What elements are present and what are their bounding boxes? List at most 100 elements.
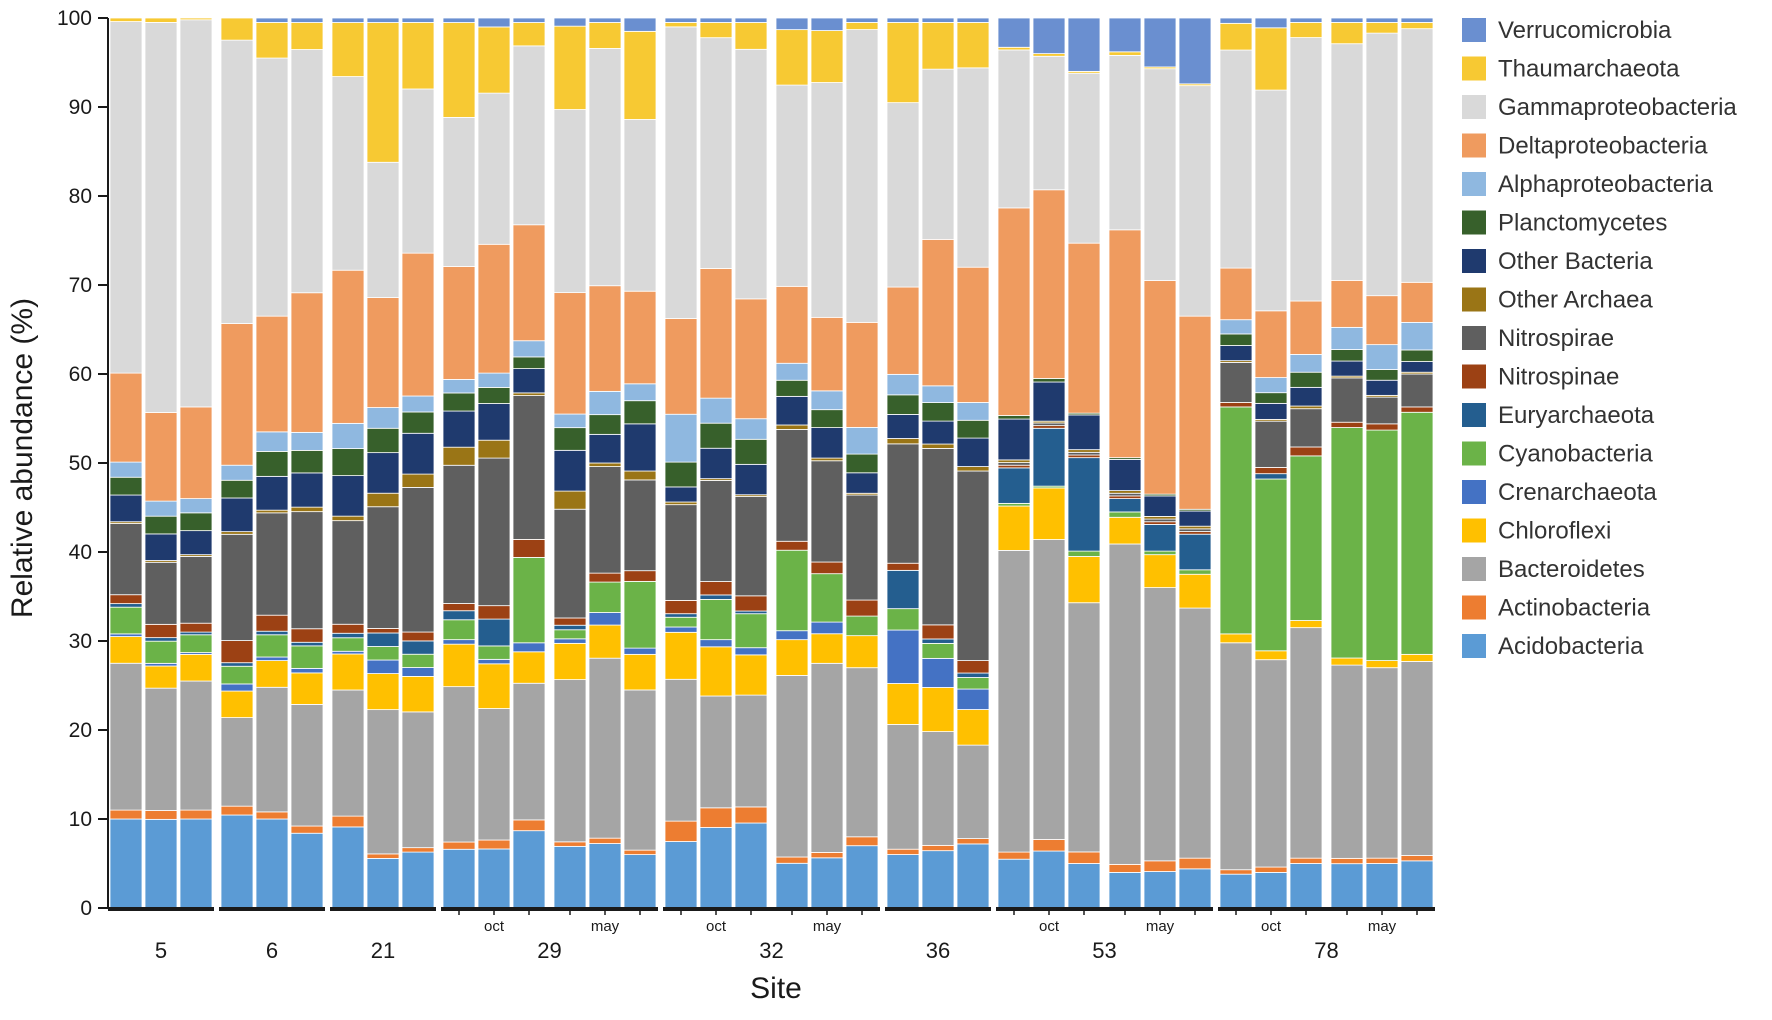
bar-segment-other-archaea bbox=[290, 506, 324, 513]
bar-segment-nitrospinae bbox=[366, 628, 400, 634]
bar-segment-verrucomicrobia bbox=[1365, 17, 1399, 23]
legend-item: Crenarchaeota bbox=[1462, 479, 1657, 506]
bar-segment-deltaproteobacteria bbox=[553, 292, 587, 415]
bar-segment-verrucomicrobia bbox=[845, 17, 879, 23]
bar-segment-chloroflexi bbox=[699, 646, 733, 697]
bar-segment-actinobacteria bbox=[553, 841, 587, 847]
bar-segment-deltaproteobacteria bbox=[1365, 295, 1399, 346]
bar-segment-gammaproteobacteria bbox=[956, 67, 990, 268]
bar-segment-other-bacteria bbox=[477, 403, 511, 441]
bar-segment-actinobacteria bbox=[997, 851, 1031, 860]
y-tick-label: 30 bbox=[69, 630, 92, 653]
legend-swatch bbox=[1462, 364, 1486, 389]
bar-segment-verrucomicrobia bbox=[734, 17, 768, 23]
bar-segment-other-archaea bbox=[553, 490, 587, 510]
bar-segment-planctomycetes bbox=[956, 419, 990, 439]
bar-segment-alphaproteobacteria bbox=[664, 413, 698, 463]
bar-segment-nitrospirae bbox=[623, 479, 657, 572]
bar-segment-deltaproteobacteria bbox=[664, 318, 698, 415]
bar-segment-bacteroidetes bbox=[477, 708, 511, 841]
bar-segment-other-bacteria bbox=[220, 497, 254, 533]
bar-segment-nitrospirae bbox=[1067, 451, 1101, 456]
bar-segment-bacteroidetes bbox=[331, 689, 365, 817]
bar-segment-alphaproteobacteria bbox=[290, 431, 324, 451]
bar-segment-euryarchaeota bbox=[1108, 498, 1142, 513]
legend-item: Alphaproteobacteria bbox=[1462, 171, 1713, 198]
bar-segment-other-archaea bbox=[588, 462, 622, 467]
bar-segment-acidobacteria bbox=[699, 827, 733, 909]
bar-segment-cyanobacteria bbox=[775, 549, 809, 632]
bar-segment-alphaproteobacteria bbox=[1289, 354, 1323, 373]
bar-segment-actinobacteria bbox=[255, 811, 289, 820]
legend-label: Alphaproteobacteria bbox=[1498, 171, 1713, 198]
bar-segment-cyanobacteria bbox=[109, 606, 143, 635]
bar-segment-verrucomicrobia bbox=[921, 17, 955, 23]
bar-segment-verrucomicrobia bbox=[255, 17, 289, 23]
legend-swatch bbox=[1462, 557, 1486, 581]
bar-segment-cyanobacteria bbox=[331, 637, 365, 652]
bar-segment-acidobacteria bbox=[997, 858, 1031, 909]
bar-segment-other-archaea bbox=[477, 439, 511, 459]
bar-segment-acidobacteria bbox=[144, 818, 178, 909]
bar-segment-planctomycetes bbox=[179, 512, 213, 532]
bar-segment-planctomycetes bbox=[1400, 349, 1434, 362]
bar-segment-alphaproteobacteria bbox=[845, 426, 879, 455]
bar-segment-actinobacteria bbox=[290, 825, 324, 834]
bar-segment-chloroflexi bbox=[734, 654, 768, 696]
bar-segment-actinobacteria bbox=[1032, 839, 1066, 852]
y-tick-label: 70 bbox=[69, 274, 92, 297]
bar-segment-alphaproteobacteria bbox=[366, 407, 400, 429]
bar-segment-other-archaea bbox=[442, 446, 476, 466]
bar-segment-acidobacteria bbox=[664, 841, 698, 909]
bar-segment-alphaproteobacteria bbox=[588, 390, 622, 416]
month-label-may: may bbox=[591, 918, 620, 935]
bar-segment-other-bacteria bbox=[886, 414, 920, 439]
bar-segment-alphaproteobacteria bbox=[1330, 326, 1364, 350]
bar-segment-chloroflexi bbox=[220, 690, 254, 719]
bar-segment-other-bacteria bbox=[144, 533, 178, 561]
bar-segment-nitrospinae bbox=[1289, 446, 1323, 457]
bar-segment-actinobacteria bbox=[1219, 869, 1253, 875]
bar-segment-alphaproteobacteria bbox=[220, 464, 254, 481]
bar-segment-actinobacteria bbox=[179, 809, 213, 820]
bar-segment-chloroflexi bbox=[623, 653, 657, 691]
bar-segment-planctomycetes bbox=[290, 449, 324, 474]
legend-label: Chloroflexi bbox=[1498, 518, 1611, 545]
bar-segment-verrucomicrobia bbox=[1289, 17, 1323, 23]
bar-segment-planctomycetes bbox=[331, 448, 365, 477]
bar-segment-euryarchaeota bbox=[220, 662, 254, 667]
bar-segment-actinobacteria bbox=[1254, 866, 1288, 873]
bar-segment-deltaproteobacteria bbox=[290, 292, 324, 433]
legend-item: Bacteroidetes bbox=[1462, 556, 1645, 583]
bar-segment-nitrospirae bbox=[442, 464, 476, 604]
bar-segment-deltaproteobacteria bbox=[886, 286, 920, 375]
legend-item: Other Archaea bbox=[1462, 287, 1653, 314]
bar-segment-euryarchaeota bbox=[734, 610, 768, 615]
bar-segment-deltaproteobacteria bbox=[220, 323, 254, 466]
bar-segment-other-archaea bbox=[1067, 449, 1101, 453]
bar-segment-planctomycetes bbox=[442, 392, 476, 412]
bar-segment-cyanobacteria bbox=[1400, 411, 1434, 655]
y-tick-label: 20 bbox=[69, 719, 92, 742]
bar-segment-nitrospinae bbox=[144, 623, 178, 639]
bar-segment-actinobacteria bbox=[664, 820, 698, 842]
bar-segment-euryarchaeota bbox=[1178, 533, 1212, 571]
bar-segment-nitrospinae bbox=[775, 540, 809, 551]
bar-segment-crenarchaeota bbox=[810, 621, 844, 635]
bar-segment-actinobacteria bbox=[1289, 857, 1323, 864]
bar-segment-verrucomicrobia bbox=[366, 17, 400, 23]
bar-segment-other-bacteria bbox=[699, 447, 733, 480]
bar-segment-other-bacteria bbox=[1108, 459, 1142, 491]
bar-segment-verrucomicrobia bbox=[810, 17, 844, 31]
bar-segment-verrucomicrobia bbox=[477, 17, 511, 28]
bar-segment-verrucomicrobia bbox=[1178, 17, 1212, 85]
bar-segment-deltaproteobacteria bbox=[997, 207, 1031, 416]
bar-segment-alphaproteobacteria bbox=[144, 500, 178, 517]
bar-segment-cyanobacteria bbox=[1178, 569, 1212, 575]
bar-segment-chloroflexi bbox=[442, 643, 476, 688]
bar-segment-deltaproteobacteria bbox=[775, 285, 809, 364]
bar-segment-chloroflexi bbox=[553, 642, 587, 681]
bar-segment-nitrospinae bbox=[1365, 423, 1399, 431]
bar-segment-acidobacteria bbox=[775, 862, 809, 909]
